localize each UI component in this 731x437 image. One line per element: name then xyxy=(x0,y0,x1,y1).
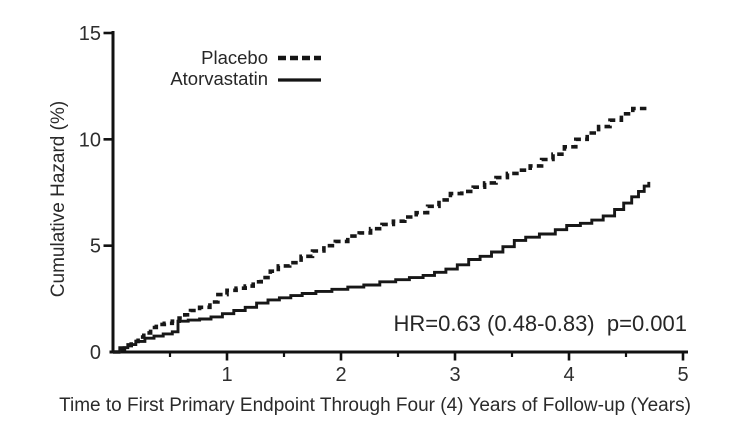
legend: Placebo Atorvastatin xyxy=(170,47,321,89)
x-tick-label: 1 xyxy=(221,364,232,386)
legend-label-atorvastatin: Atorvastatin xyxy=(170,68,268,89)
atorvastatin-curve xyxy=(113,181,651,354)
x-axis-title: Time to First Primary Endpoint Through F… xyxy=(59,395,691,416)
x-tick-label: 2 xyxy=(335,364,346,386)
hazard-ratio-annotation: HR=0.63 (0.48-0.83) p=0.001 xyxy=(393,311,687,336)
x-tick-label: 3 xyxy=(449,364,460,386)
legend-label-placebo: Placebo xyxy=(201,47,268,68)
x-tick-label: 4 xyxy=(563,364,574,386)
y-tick-label: 5 xyxy=(90,236,101,258)
x-tick-label: 5 xyxy=(677,364,688,386)
y-tick-label: 10 xyxy=(79,129,101,151)
y-tick-label: 0 xyxy=(90,342,101,364)
placebo-curve xyxy=(113,106,649,354)
plot-layer: 0 5 10 15 1 2 3 4 5 xyxy=(79,23,689,386)
y-axis-title: Cumulative Hazard (%) xyxy=(48,101,69,297)
y-tick-label: 15 xyxy=(79,23,101,45)
